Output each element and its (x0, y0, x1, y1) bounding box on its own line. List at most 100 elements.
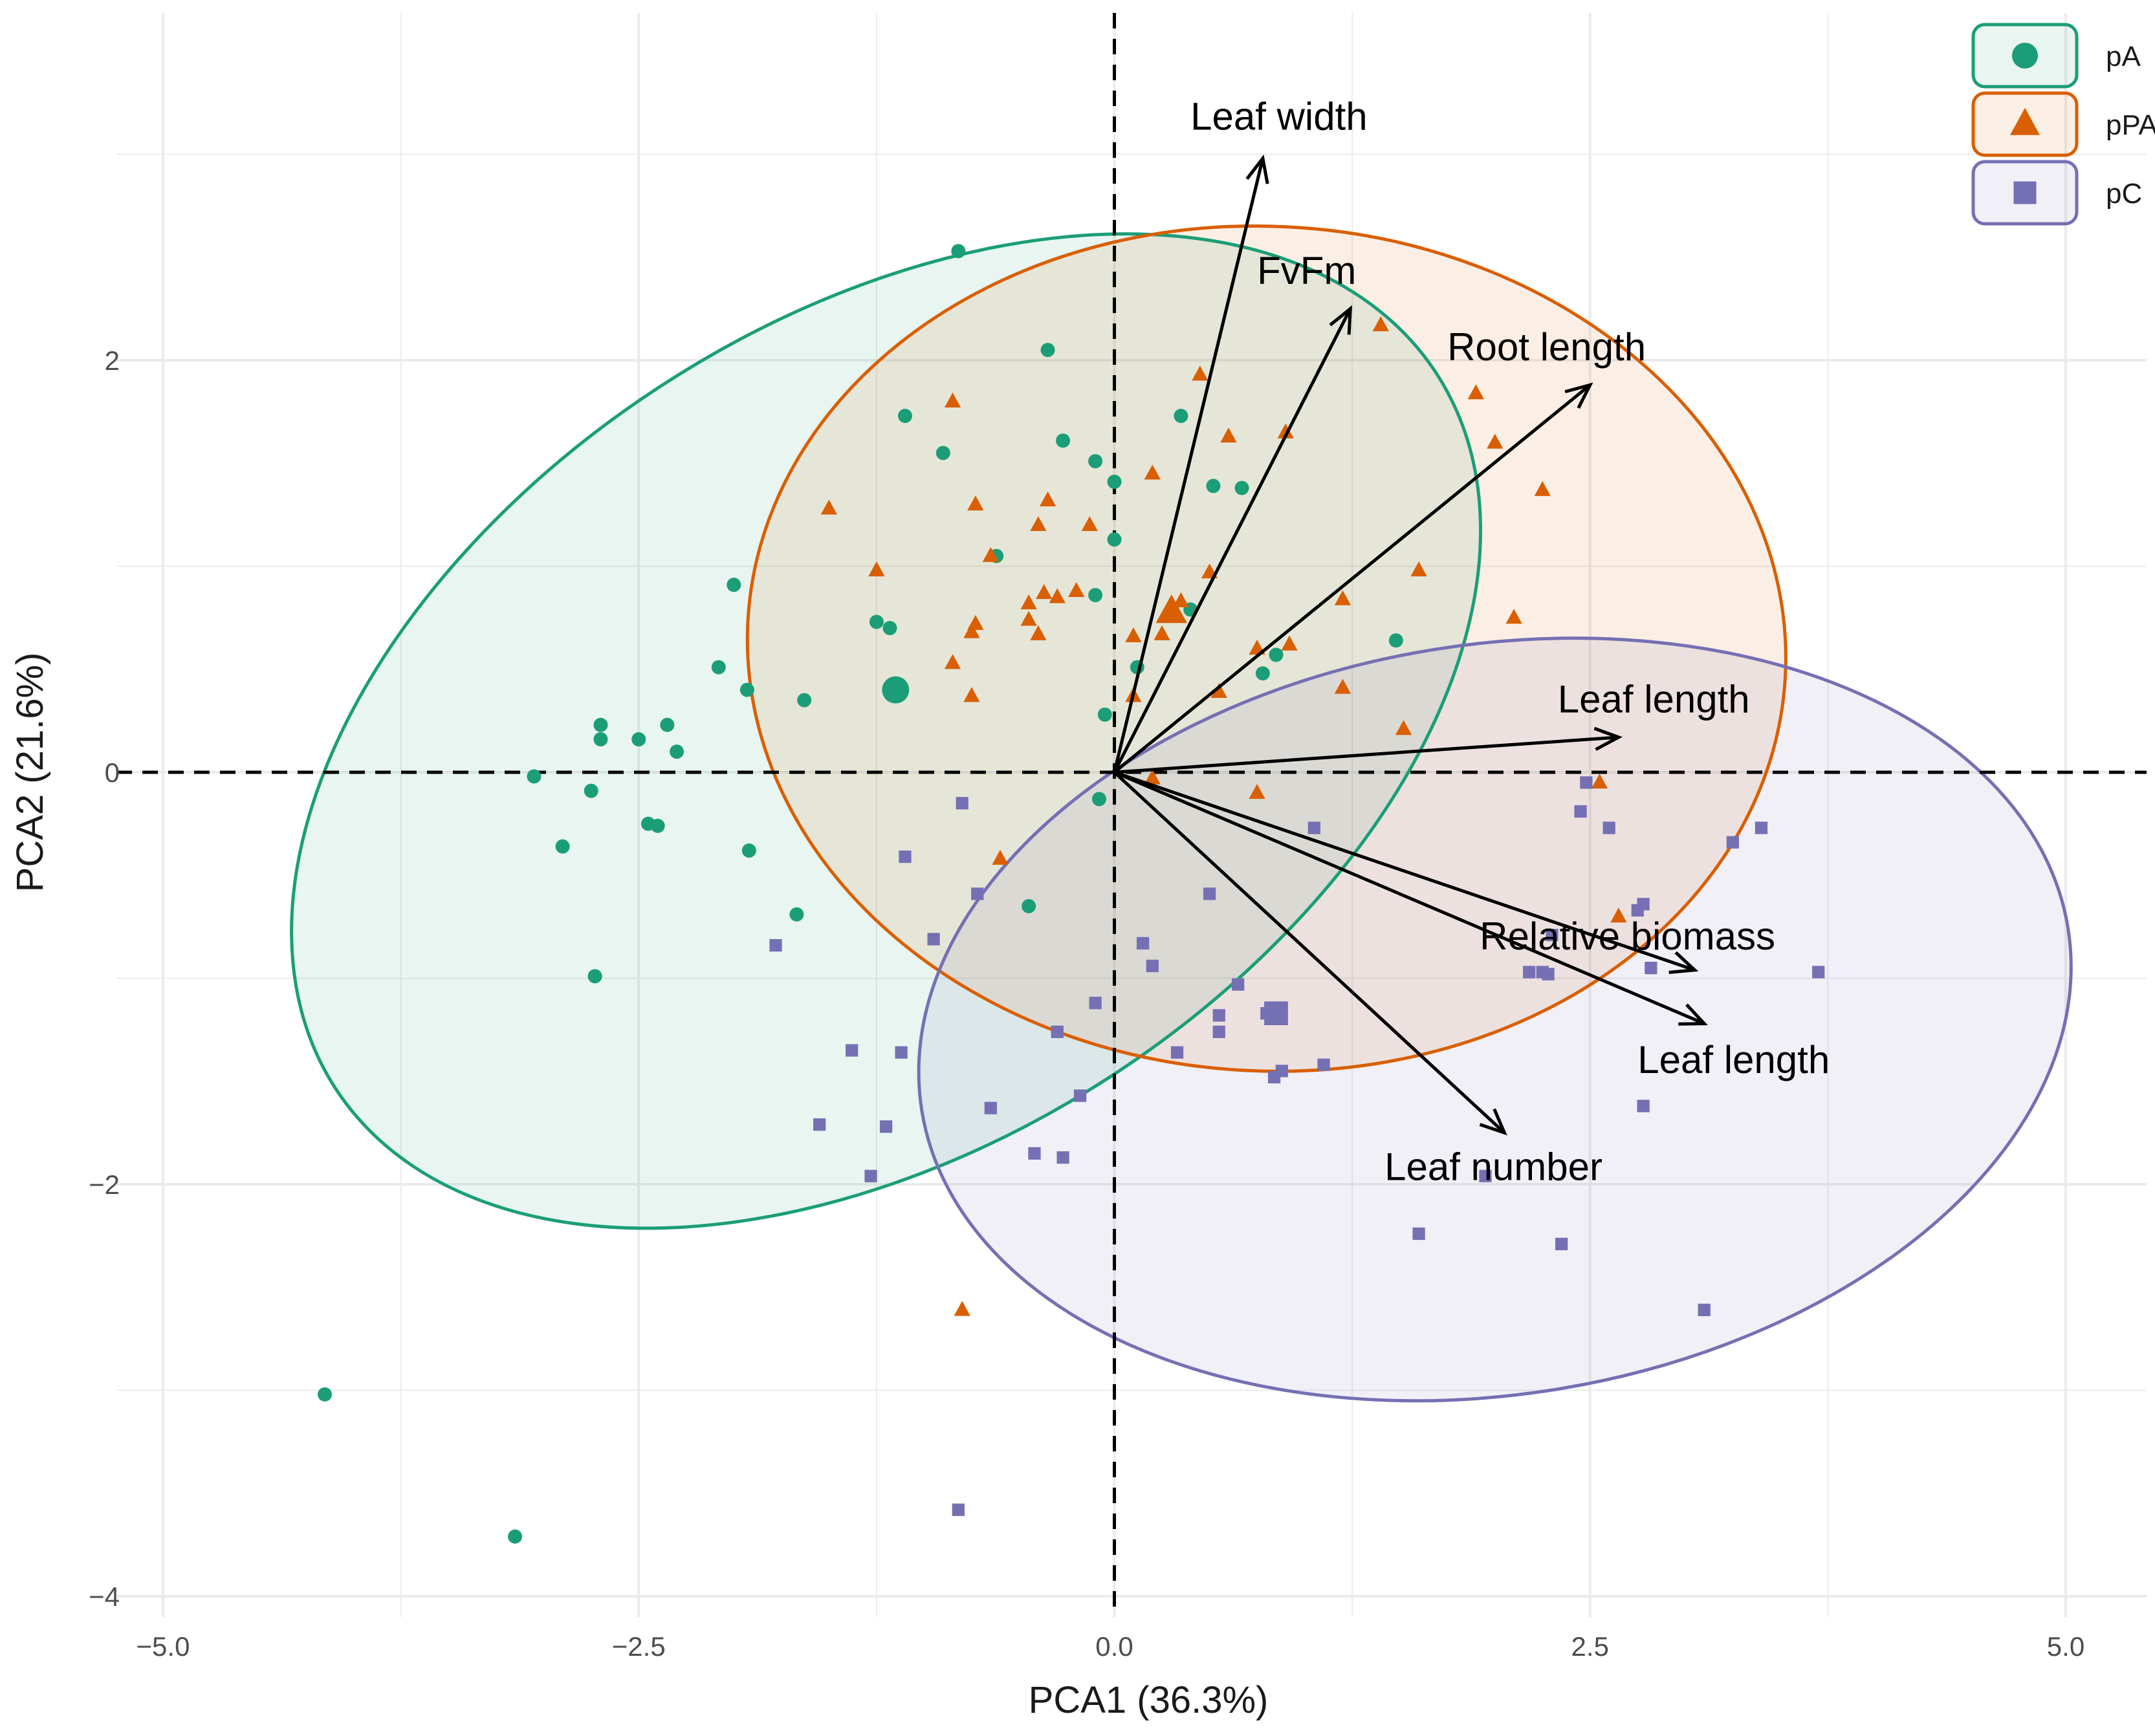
point-pC (1637, 1100, 1650, 1112)
point-pC (1726, 836, 1739, 849)
point-pPA (992, 849, 1009, 865)
point-pC (864, 1169, 877, 1182)
ellipse-fill-pC (919, 638, 2072, 1401)
point-pPA (1125, 627, 1142, 643)
point-pA (1255, 666, 1270, 681)
centroid-pA (882, 676, 910, 704)
y-axis-title: PCA2 (21.6%) (9, 653, 51, 893)
point-pPA (1249, 783, 1265, 799)
loading-arrow-line (1113, 770, 1696, 972)
point-pPA (1020, 594, 1037, 610)
point-pPA (1534, 481, 1551, 496)
point-pA (897, 408, 912, 423)
point-pPA (963, 687, 980, 702)
point-pC (1307, 821, 1320, 834)
point-pC (813, 1118, 826, 1131)
loading-arrows: Leaf width FvFm Root length Leaf length Rela… (1113, 94, 1830, 1189)
legend-label-pC: pC (2106, 178, 2142, 210)
loading-arrow-line (1114, 735, 1619, 774)
point-pC (971, 887, 984, 900)
x-tick-label: 0.0 (1095, 1631, 1133, 1662)
point-pC (1170, 1046, 1184, 1059)
loading-label: Leaf length (1637, 1038, 1830, 1081)
ellipse-outline-pA (290, 232, 1483, 1230)
point-pA (650, 818, 665, 833)
point-pPA (1039, 491, 1056, 506)
point-pA (711, 660, 726, 675)
centroid-pPA (1155, 594, 1187, 624)
point-pA (660, 717, 675, 732)
point-pA (631, 732, 646, 747)
point-pPA (1030, 515, 1047, 532)
point-pA (1056, 433, 1071, 448)
point-pC (1212, 1025, 1225, 1038)
legend-marker-pA (2012, 43, 2038, 69)
point-pA (882, 621, 897, 636)
point-pA (1097, 707, 1112, 722)
loading-arrow-line (1113, 771, 1506, 1134)
point-pA (869, 614, 884, 629)
loading-label: FvFm (1257, 249, 1356, 292)
point-pA (670, 744, 684, 759)
point-pC (927, 933, 940, 946)
legend-label-pPA: pPA (2106, 109, 2155, 141)
point-pC (1136, 937, 1150, 949)
loading-label: Leaf length (1558, 678, 1750, 721)
point-pC (1051, 1025, 1064, 1038)
point-pA (1040, 343, 1055, 358)
point-pPA (1505, 609, 1522, 624)
point-pPA (967, 495, 984, 511)
point-pPA (1030, 625, 1047, 640)
point-pC (1523, 966, 1536, 979)
point-pPA (1487, 433, 1504, 449)
point-pC (1232, 978, 1245, 991)
point-pA (1234, 481, 1249, 495)
legend-label-pA: pA (2106, 41, 2141, 72)
point-pPA (820, 499, 837, 515)
point-pPA (944, 654, 961, 669)
point-pC (1755, 821, 1768, 834)
point-pA (317, 1387, 332, 1402)
point-pPA (1192, 365, 1209, 381)
loading-arrow-head (1479, 1108, 1507, 1136)
point-pPA (1068, 581, 1085, 597)
point-pPA (954, 1301, 970, 1316)
point-pA (555, 839, 570, 854)
loading-arrow-head (1245, 154, 1269, 184)
point-pPA (1210, 682, 1227, 699)
point-pPA (1154, 625, 1170, 640)
x-tick-label: −5.0 (137, 1631, 190, 1662)
point-pA (797, 693, 812, 708)
point-pC (1412, 1227, 1425, 1241)
point-pC (1698, 1303, 1711, 1316)
point-pPA (1144, 464, 1161, 480)
point-pC (1574, 805, 1587, 818)
point-pA (1091, 792, 1106, 807)
point-pA (593, 732, 608, 747)
point-pA (727, 578, 741, 592)
loading-arrow-line (1113, 158, 1265, 773)
point-pPA (1220, 427, 1237, 443)
x-axis-title: PCA1 (36.3%) (1029, 1679, 1269, 1721)
point-pC (952, 1503, 965, 1516)
loading-label: Relative biomass (1480, 915, 1775, 958)
loading-label: Root length (1447, 325, 1646, 369)
loading-label: Leaf number (1384, 1145, 1603, 1189)
point-pA (935, 446, 950, 461)
point-pC (1073, 1089, 1087, 1102)
point-pPA (1036, 584, 1053, 600)
axis-ticks: −5.0 −2.5 0.0 2.5 5.0 −4 −2 0 2 (89, 345, 2084, 1662)
point-pC (1212, 1009, 1225, 1022)
y-tick-label: 2 (105, 345, 120, 376)
point-pC (1317, 1058, 1330, 1071)
point-pC (1542, 968, 1555, 981)
loading-arrow-head (1564, 382, 1593, 409)
point-pA (527, 769, 541, 784)
point-pPA (1410, 561, 1427, 577)
point-pA (1388, 633, 1403, 648)
point-pC (1812, 966, 1825, 979)
point-pPA (1281, 635, 1298, 651)
x-tick-label: −2.5 (612, 1631, 666, 1662)
point-pPA (1334, 678, 1351, 694)
